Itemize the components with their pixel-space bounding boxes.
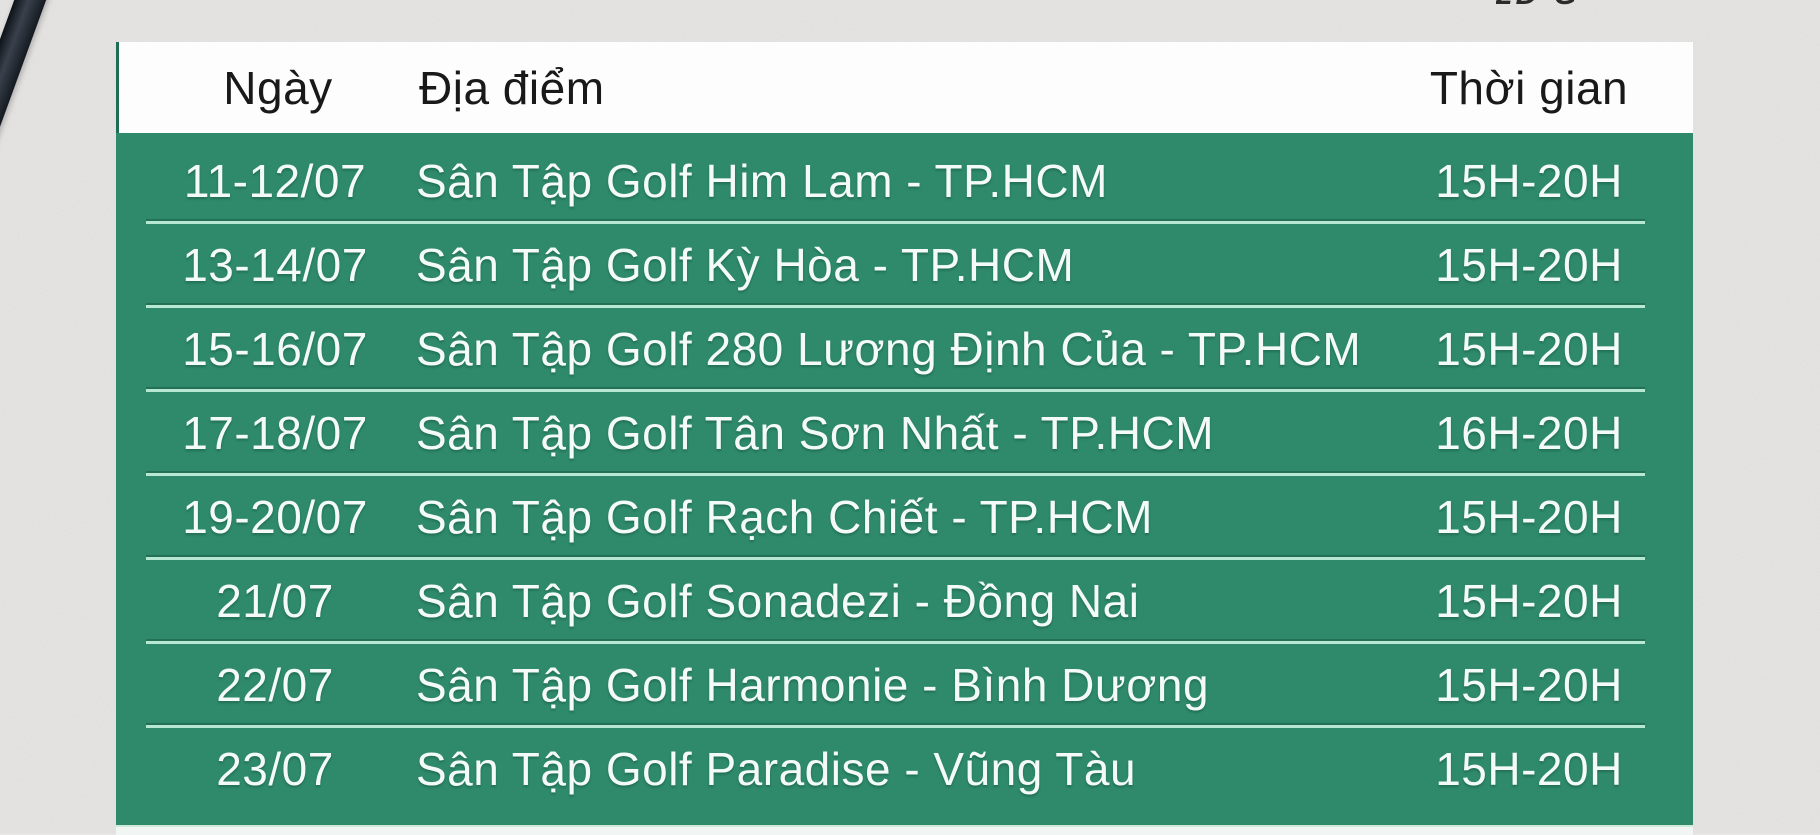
date-cell: 11-12/07	[183, 155, 367, 207]
date-cell: 17-18/07	[182, 407, 368, 459]
header-date: Ngày	[223, 61, 333, 114]
table-row: 22/07 Sân Tập Golf Harmonie - Bình Dương…	[116, 641, 1693, 727]
header-location: Địa điểm	[419, 61, 605, 114]
time-cell: 15H-20H	[1435, 323, 1623, 375]
table-bottom-strip	[116, 825, 1693, 835]
time-cell: 15H-20H	[1435, 155, 1623, 207]
date-cell: 13-14/07	[182, 239, 368, 291]
location-cell: Sân Tập Golf Kỳ Hòa - TP.HCM	[416, 239, 1075, 291]
time-cell: 15H-20H	[1435, 743, 1623, 795]
table-row: 23/07 Sân Tập Golf Paradise - Vũng Tàu 1…	[116, 725, 1693, 811]
time-cell: 16H-20H	[1435, 407, 1623, 459]
date-cell: 22/07	[216, 659, 334, 711]
location-cell: Sân Tập Golf Rạch Chiết - TP.HCM	[416, 491, 1153, 543]
table-body: 11-12/07 Sân Tập Golf Him Lam - TP.HCM 1…	[116, 133, 1693, 825]
table-row: 21/07 Sân Tập Golf Sonadezi - Đồng Nai 1…	[116, 557, 1693, 643]
location-cell: Sân Tập Golf 280 Lương Định Của - TP.HCM	[416, 323, 1362, 375]
date-cell: 15-16/07	[182, 323, 368, 375]
top-right-text-fragment-label: 2D-G	[1496, 0, 1616, 9]
date-cell: 23/07	[216, 743, 334, 795]
table-row: 11-12/07 Sân Tập Golf Him Lam - TP.HCM 1…	[116, 139, 1693, 223]
date-cell: 19-20/07	[182, 491, 368, 543]
table-row: 19-20/07 Sân Tập Golf Rạch Chiết - TP.HC…	[116, 473, 1693, 559]
table-header: Ngày Địa điểm Thời gian	[116, 42, 1693, 133]
date-cell: 21/07	[216, 575, 334, 627]
schedule-table: Ngày Địa điểm Thời gian 11-12/07 Sân Tập…	[116, 42, 1693, 835]
top-right-text-fragment: 2D-G	[1496, 0, 1616, 9]
table-row: 17-18/07 Sân Tập Golf Tân Sơn Nhất - TP.…	[116, 389, 1693, 475]
location-cell: Sân Tập Golf Sonadezi - Đồng Nai	[416, 575, 1140, 627]
time-cell: 15H-20H	[1435, 491, 1623, 543]
header-time: Thời gian	[1429, 61, 1629, 114]
location-cell: Sân Tập Golf Harmonie - Bình Dương	[416, 659, 1210, 711]
time-cell: 15H-20H	[1435, 575, 1623, 627]
location-cell: Sân Tập Golf Him Lam - TP.HCM	[416, 155, 1108, 207]
location-cell: Sân Tập Golf Paradise - Vũng Tàu	[416, 743, 1137, 795]
golf-club-shaft	[0, 0, 65, 172]
time-cell: 15H-20H	[1435, 659, 1623, 711]
table-row: 15-16/07 Sân Tập Golf 280 Lương Định Của…	[116, 305, 1693, 391]
location-cell: Sân Tập Golf Tân Sơn Nhất - TP.HCM	[416, 407, 1215, 459]
time-cell: 15H-20H	[1435, 239, 1623, 291]
table-row: 13-14/07 Sân Tập Golf Kỳ Hòa - TP.HCM 15…	[116, 221, 1693, 307]
